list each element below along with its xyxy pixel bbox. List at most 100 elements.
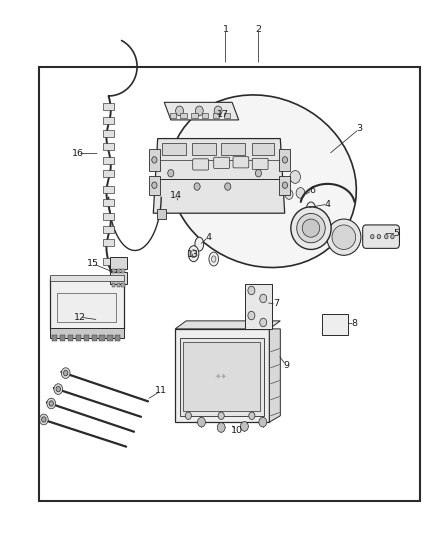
- Bar: [68, 335, 73, 341]
- FancyBboxPatch shape: [214, 157, 230, 168]
- Bar: [121, 269, 125, 273]
- Circle shape: [198, 417, 205, 427]
- Text: 11: 11: [155, 386, 167, 395]
- Circle shape: [285, 190, 293, 199]
- Text: 12: 12: [74, 313, 86, 321]
- Circle shape: [185, 412, 191, 419]
- Circle shape: [249, 412, 255, 419]
- Ellipse shape: [306, 202, 316, 218]
- Text: 10: 10: [230, 426, 243, 435]
- Bar: [52, 335, 57, 341]
- Circle shape: [385, 235, 388, 239]
- Text: 4: 4: [325, 200, 331, 208]
- Bar: [50, 328, 124, 338]
- Circle shape: [282, 157, 287, 163]
- Circle shape: [194, 183, 200, 190]
- Circle shape: [152, 182, 157, 189]
- Bar: [149, 149, 160, 171]
- Circle shape: [260, 294, 267, 303]
- Ellipse shape: [212, 256, 216, 262]
- Bar: [121, 283, 125, 287]
- Bar: [202, 113, 208, 118]
- Text: 17: 17: [217, 110, 230, 119]
- Bar: [180, 113, 187, 118]
- Bar: [221, 143, 245, 155]
- Bar: [322, 314, 348, 335]
- Bar: [103, 117, 114, 124]
- Text: 9: 9: [283, 361, 289, 369]
- Circle shape: [152, 157, 157, 163]
- Circle shape: [49, 401, 53, 406]
- FancyBboxPatch shape: [193, 159, 208, 170]
- Bar: [117, 269, 120, 273]
- Text: 6: 6: [309, 186, 315, 195]
- Text: 16: 16: [72, 149, 84, 158]
- Bar: [162, 143, 186, 155]
- Ellipse shape: [302, 219, 320, 237]
- Circle shape: [39, 414, 48, 425]
- Bar: [103, 239, 114, 246]
- Circle shape: [377, 235, 381, 239]
- Ellipse shape: [191, 249, 196, 257]
- Text: 7: 7: [273, 300, 279, 308]
- FancyBboxPatch shape: [233, 157, 249, 168]
- FancyBboxPatch shape: [252, 158, 268, 169]
- Bar: [103, 199, 114, 206]
- Bar: [103, 226, 114, 233]
- Circle shape: [47, 398, 56, 409]
- Bar: [112, 269, 115, 273]
- Text: 2: 2: [255, 25, 261, 34]
- Bar: [107, 335, 113, 341]
- Circle shape: [290, 171, 300, 183]
- Bar: [252, 143, 274, 155]
- Bar: [50, 277, 124, 329]
- Circle shape: [248, 286, 255, 295]
- Text: 13: 13: [187, 250, 199, 259]
- Circle shape: [218, 412, 224, 419]
- Text: 4: 4: [205, 233, 211, 241]
- Bar: [103, 258, 114, 265]
- Text: 1: 1: [223, 25, 229, 34]
- Bar: [115, 335, 120, 341]
- Bar: [60, 335, 65, 341]
- Bar: [157, 209, 166, 219]
- Circle shape: [214, 106, 222, 116]
- Circle shape: [260, 318, 267, 327]
- Bar: [112, 283, 115, 287]
- Bar: [103, 130, 114, 137]
- Bar: [170, 113, 176, 118]
- Text: 3: 3: [356, 125, 362, 133]
- Polygon shape: [175, 321, 280, 329]
- Bar: [279, 176, 290, 195]
- Bar: [279, 149, 290, 171]
- Ellipse shape: [327, 219, 361, 255]
- Bar: [224, 113, 230, 118]
- Ellipse shape: [291, 207, 331, 249]
- Ellipse shape: [195, 237, 204, 251]
- Bar: [117, 283, 120, 287]
- Bar: [103, 103, 114, 110]
- Circle shape: [255, 169, 261, 177]
- Bar: [180, 338, 264, 416]
- Bar: [110, 272, 127, 284]
- Ellipse shape: [332, 225, 356, 249]
- Circle shape: [176, 106, 184, 116]
- Circle shape: [84, 299, 90, 306]
- Bar: [175, 329, 269, 422]
- Circle shape: [64, 370, 68, 376]
- Bar: [103, 157, 114, 164]
- Bar: [103, 170, 114, 177]
- Bar: [39, 67, 420, 501]
- FancyBboxPatch shape: [363, 225, 399, 248]
- Bar: [192, 143, 216, 155]
- Text: ✦✦: ✦✦: [215, 372, 228, 380]
- Circle shape: [391, 235, 394, 239]
- Polygon shape: [153, 139, 285, 213]
- Bar: [103, 186, 114, 193]
- Circle shape: [195, 106, 203, 116]
- Polygon shape: [164, 102, 239, 120]
- Text: 8: 8: [352, 319, 358, 328]
- Text: 15: 15: [87, 260, 99, 268]
- Circle shape: [371, 235, 374, 239]
- Ellipse shape: [297, 213, 325, 243]
